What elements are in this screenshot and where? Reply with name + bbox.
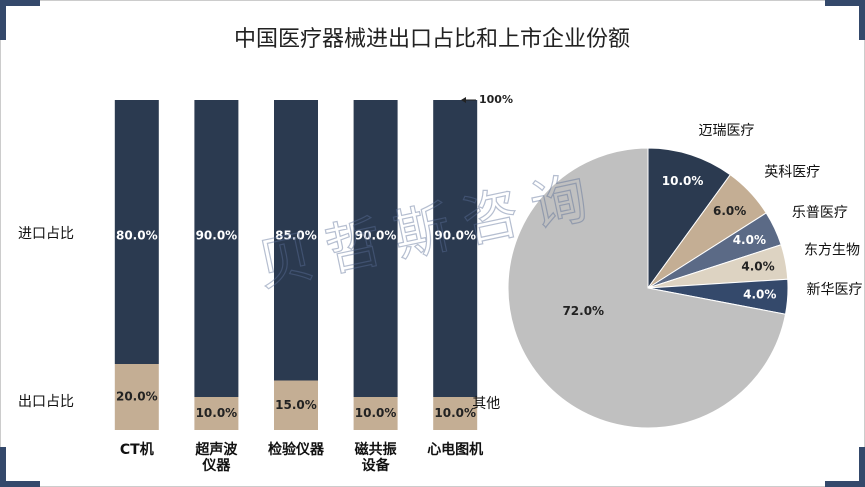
pie-slice bbox=[647, 147, 731, 290]
bar bbox=[114, 364, 159, 430]
corner bbox=[859, 0, 865, 40]
corner bbox=[825, 0, 865, 6]
series-label: 进口占比 bbox=[18, 226, 74, 242]
value-label: 15.0% bbox=[275, 398, 317, 412]
category-label: 迈瑞医疗 bbox=[698, 123, 754, 139]
corner bbox=[859, 447, 865, 487]
value-label: 90.0% bbox=[434, 229, 476, 243]
x-tick-label: 检验仪器 bbox=[268, 442, 324, 458]
category-label: 乐普医疗 bbox=[792, 205, 848, 221]
corner bbox=[0, 0, 6, 40]
bar bbox=[274, 380, 318, 430]
arrow-head bbox=[461, 97, 466, 103]
value-label: 4.0% bbox=[733, 233, 766, 247]
category-label: 英科医疗 bbox=[764, 164, 820, 181]
value-label: 10.0% bbox=[196, 406, 238, 420]
bar bbox=[353, 100, 398, 397]
category-label: 新华医疗 bbox=[806, 282, 862, 298]
annotation: 100% bbox=[479, 93, 513, 106]
title: 中国医疗器械进出口占比和上市企业份额 bbox=[234, 27, 630, 52]
value-label: 10.0% bbox=[355, 406, 397, 420]
bar bbox=[114, 100, 159, 364]
x-tick-label: CT机 bbox=[119, 442, 154, 458]
corner bbox=[825, 481, 865, 487]
bar bbox=[194, 100, 239, 397]
x-tick-label: 磁共振 设备 bbox=[354, 442, 397, 474]
value-label: 10.0% bbox=[662, 174, 704, 188]
value-label: 6.0% bbox=[713, 204, 746, 218]
series-label: 出口占比 bbox=[18, 394, 74, 410]
bar bbox=[194, 397, 239, 430]
value-label: 10.0% bbox=[434, 406, 476, 420]
category-label: 其他 bbox=[472, 396, 500, 412]
value-label: 72.0% bbox=[562, 304, 604, 318]
value-label: 90.0% bbox=[196, 229, 238, 243]
bar bbox=[433, 397, 478, 430]
value-label: 20.0% bbox=[116, 390, 158, 404]
x-tick-label: 超声波 仪器 bbox=[195, 442, 238, 474]
bar bbox=[353, 397, 398, 430]
bar bbox=[274, 100, 318, 381]
corner bbox=[0, 447, 6, 487]
x-tick-label: 心电图机 bbox=[427, 442, 484, 458]
corner bbox=[0, 0, 40, 6]
category-label: 东方生物 bbox=[804, 243, 860, 259]
corner bbox=[0, 481, 40, 487]
pie-slice bbox=[507, 147, 787, 429]
value-label: 4.0% bbox=[741, 260, 774, 274]
value-label: 4.0% bbox=[743, 288, 776, 302]
value-label: 80.0% bbox=[116, 229, 158, 243]
bar bbox=[433, 100, 478, 397]
value-label: 90.0% bbox=[355, 229, 397, 243]
value-label: 85.0% bbox=[275, 229, 317, 243]
